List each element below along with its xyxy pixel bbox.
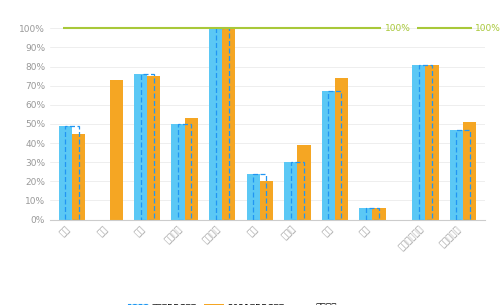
Legend: 基线年RRC比例, 2021年RRC比例, 目标比例: 基线年RRC比例, 2021年RRC比例, 目标比例 [125,300,340,305]
Bar [178,124,192,220]
Bar [260,181,273,220]
Bar [147,76,160,220]
Bar [284,162,298,220]
Bar [184,118,198,220]
Bar [456,130,469,220]
Bar [412,65,426,220]
Bar [322,92,335,220]
Bar [59,126,72,220]
Bar [298,145,310,220]
Bar [216,28,229,220]
Bar [366,208,379,220]
Bar [359,208,372,220]
Bar [328,92,342,220]
Bar [290,162,304,220]
Bar [172,124,184,220]
Bar [463,122,476,220]
Bar [140,74,154,220]
Bar [426,65,438,220]
Text: 100%: 100% [385,24,410,33]
Bar [222,28,235,220]
Bar [72,134,86,220]
Bar [253,174,266,220]
Bar [419,65,432,220]
Bar [110,80,123,220]
Bar [66,126,78,220]
Bar [246,174,260,220]
Bar [134,74,147,220]
Bar [335,78,348,220]
Bar [209,28,222,220]
Bar [450,130,463,220]
Text: 100%: 100% [476,24,500,33]
Bar [372,208,386,220]
